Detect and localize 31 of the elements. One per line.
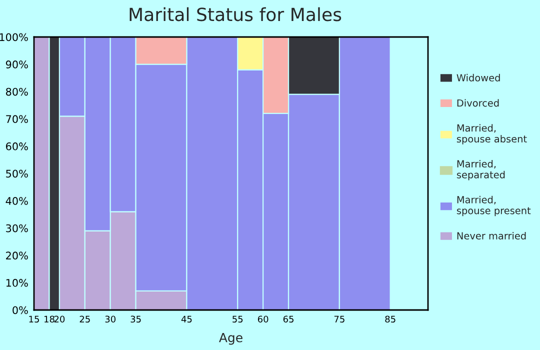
- x-tick-label: 35: [130, 316, 141, 323]
- y-tick-label: 40%: [6, 197, 28, 205]
- x-tick-label: 55: [232, 316, 243, 323]
- y-tick-label: 80%: [6, 88, 28, 96]
- legend-label: Divorced: [457, 99, 499, 107]
- x-tick-label: 30: [105, 316, 116, 323]
- x-tick-label: 85: [385, 316, 396, 323]
- legend-label: Widowed: [456, 74, 500, 82]
- y-tick-label: 0%: [12, 306, 28, 314]
- x-tick-label: 25: [80, 316, 90, 323]
- x-tick-label: 45: [181, 316, 192, 323]
- x-tick-label: 65: [283, 316, 294, 323]
- y-tick-label: 10%: [6, 278, 28, 287]
- y-tick-label: 90%: [6, 60, 28, 68]
- y-tick-label: 70%: [6, 115, 28, 124]
- legend-label: Married, spouse present: [456, 196, 531, 216]
- x-tick-label: 20: [54, 316, 65, 323]
- legend-label: Married, separated: [456, 160, 505, 180]
- y-tick-label: 20%: [6, 252, 28, 260]
- x-axis-title: Age: [219, 333, 242, 345]
- legend-label: Never married: [457, 232, 526, 240]
- x-tick-label: 60: [258, 316, 268, 323]
- x-tick-label: 15: [29, 316, 39, 323]
- x-tick-label: 75: [334, 316, 344, 323]
- legend-label: Married, spouse absent: [456, 124, 527, 144]
- y-tick-label: 100%: [0, 33, 28, 42]
- y-tick-label: 60%: [6, 142, 28, 150]
- y-tick-label: 50%: [6, 170, 28, 178]
- y-tick-label: 30%: [6, 224, 28, 232]
- chart-title: Marital Status for Males: [130, 7, 342, 22]
- x-tick-label: 18: [44, 316, 54, 323]
